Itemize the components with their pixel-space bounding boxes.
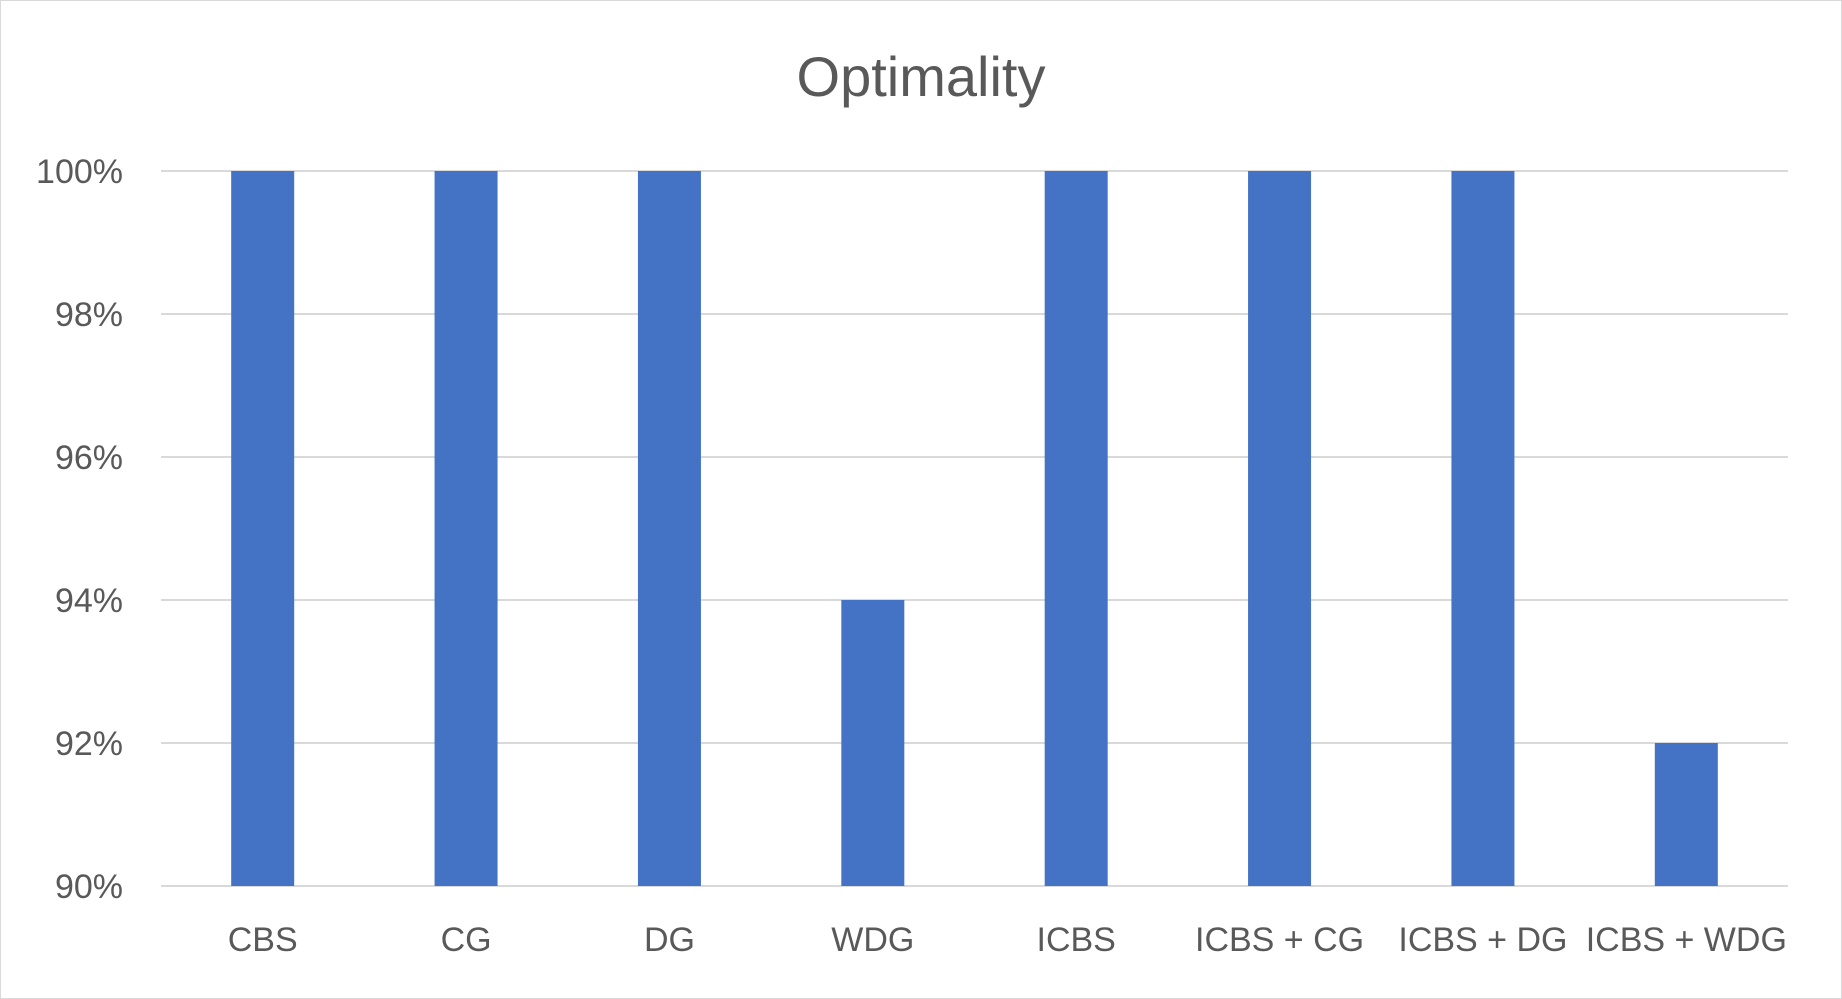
bar-dg	[637, 171, 701, 886]
grid-layer	[161, 170, 1788, 887]
x-category-label: ICBS	[1037, 921, 1116, 959]
bar-cg	[434, 171, 498, 886]
x-category-label: ICBS + WDG	[1586, 921, 1787, 959]
bar-wdg	[841, 600, 905, 886]
y-tick-label: 94%	[55, 582, 123, 620]
bars	[231, 171, 1718, 886]
bar-icbs	[1044, 171, 1108, 886]
y-tick-label: 96%	[55, 439, 123, 477]
y-tick-label: 90%	[55, 868, 123, 906]
x-axis-categories: CBS CG DG WDG ICBS ICBS + CG ICBS + DG ICBS + W…	[228, 921, 1787, 959]
bar-cbs	[231, 171, 295, 886]
x-category-label: ICBS + CG	[1195, 921, 1364, 959]
bar-icbs-wdg	[1654, 743, 1718, 886]
x-category-label: ICBS + DG	[1398, 921, 1567, 959]
y-tick-label: 92%	[55, 725, 123, 763]
bar-icbs-dg	[1451, 171, 1515, 886]
bar-icbs-cg	[1248, 171, 1312, 886]
x-category-label: CG	[441, 921, 492, 959]
y-tick-label: 98%	[55, 296, 123, 334]
x-category-label: WDG	[831, 921, 914, 959]
y-axis-ticks: 90% 92% 94% 96% 98% 100%	[36, 153, 123, 906]
x-category-label: DG	[644, 921, 695, 959]
y-tick-label: 100%	[36, 153, 123, 191]
chart-title: Optimality	[797, 45, 1046, 108]
x-category-label: CBS	[228, 921, 298, 959]
